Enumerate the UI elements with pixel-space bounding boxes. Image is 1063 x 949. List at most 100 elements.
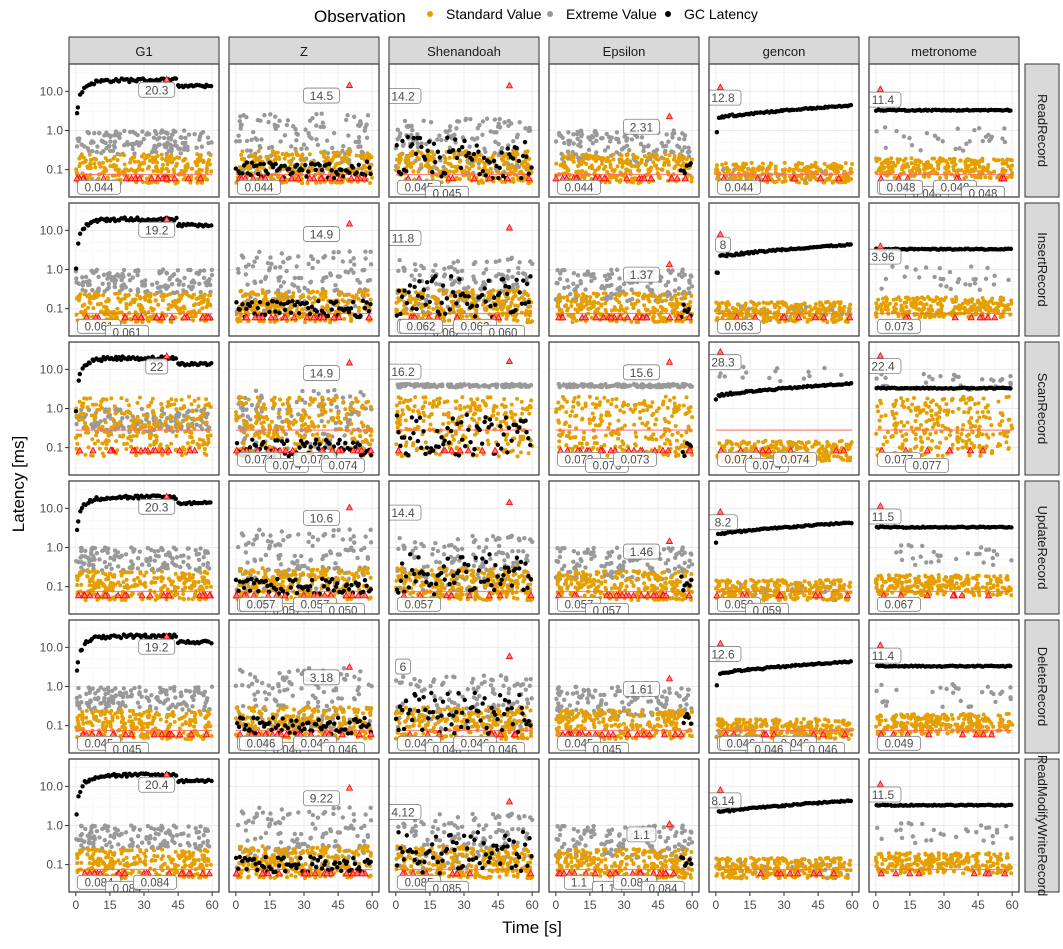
standard-point xyxy=(562,165,566,169)
extreme-point xyxy=(666,139,670,143)
gc-point xyxy=(454,301,458,305)
extreme-point xyxy=(402,269,406,273)
standard-point xyxy=(964,170,968,174)
extreme-point xyxy=(96,275,100,279)
standard-point xyxy=(629,320,633,324)
extreme-point xyxy=(182,276,186,280)
extreme-point xyxy=(517,260,521,264)
extreme-point xyxy=(157,142,161,146)
gc-point xyxy=(497,291,501,295)
standard-point xyxy=(514,294,518,298)
extreme-point xyxy=(554,139,558,143)
extreme-point xyxy=(471,274,475,278)
extreme-point xyxy=(344,270,348,274)
standard-point xyxy=(168,292,172,296)
standard-point xyxy=(647,170,651,174)
extreme-point xyxy=(625,144,629,148)
gc-point xyxy=(529,165,533,169)
standard-point xyxy=(976,162,980,166)
gc-point xyxy=(414,307,418,311)
standard-point xyxy=(101,293,105,297)
gc-point xyxy=(78,232,82,236)
gc-point xyxy=(419,145,423,149)
standard-point xyxy=(419,306,423,310)
standard-point xyxy=(427,305,431,309)
extreme-point xyxy=(97,131,101,135)
gc-point xyxy=(443,171,447,175)
extreme-point xyxy=(294,138,298,142)
standard-point xyxy=(241,294,245,298)
extreme-point xyxy=(562,286,566,290)
min-label: 0.048 xyxy=(969,188,998,200)
extreme-point xyxy=(182,128,186,132)
standard-point xyxy=(368,181,372,185)
standard-point xyxy=(325,303,329,307)
extreme-point xyxy=(475,136,479,140)
extreme-point xyxy=(75,144,79,148)
x-tick-label: 0 xyxy=(72,898,79,912)
gc-point xyxy=(448,307,452,311)
standard-point xyxy=(311,290,315,294)
x-tick-label: 0 xyxy=(232,898,239,912)
extreme-point xyxy=(609,283,613,287)
standard-point xyxy=(197,296,201,300)
standard-point xyxy=(986,163,990,167)
gc-point xyxy=(315,309,319,313)
standard-point xyxy=(417,157,421,161)
standard-point xyxy=(636,320,640,324)
extreme-point xyxy=(142,137,146,141)
standard-point xyxy=(430,295,434,299)
standard-point xyxy=(191,318,195,322)
extreme-point xyxy=(457,119,461,123)
standard-point xyxy=(850,162,854,166)
standard-point xyxy=(841,176,845,180)
extreme-point xyxy=(673,288,677,292)
extreme-point xyxy=(165,131,169,135)
standard-point xyxy=(338,290,342,294)
x-tick-label: 15 xyxy=(263,898,277,912)
standard-point xyxy=(257,149,261,153)
gc-point xyxy=(406,135,410,139)
standard-point xyxy=(427,163,431,167)
standard-point xyxy=(616,164,620,168)
y-tick-label: 0.1 xyxy=(46,580,63,594)
x-tick-label: 45 xyxy=(331,898,345,912)
standard-point xyxy=(959,158,963,162)
extreme-point xyxy=(325,138,329,142)
gc-point xyxy=(351,300,355,304)
extreme-point xyxy=(341,144,345,148)
standard-point xyxy=(333,154,337,158)
standard-point xyxy=(300,162,304,166)
x-tick-label: 30 xyxy=(777,898,791,912)
gc-point xyxy=(465,302,469,306)
extreme-point xyxy=(496,142,500,146)
standard-point xyxy=(983,175,987,179)
gc-point xyxy=(306,169,310,173)
standard-point xyxy=(123,169,127,173)
standard-point xyxy=(824,169,828,173)
gc-point xyxy=(501,277,505,281)
extreme-point xyxy=(666,268,670,272)
gc-point xyxy=(499,150,503,154)
extreme-point xyxy=(442,267,446,271)
gc-point xyxy=(334,300,338,304)
standard-point xyxy=(175,305,179,309)
gc-point xyxy=(425,280,429,284)
standard-point xyxy=(405,159,409,163)
standard-point xyxy=(689,294,693,298)
column-strip-label-5: metronome xyxy=(911,44,977,59)
standard-point xyxy=(585,294,589,298)
gc-point xyxy=(250,160,254,164)
extreme-point xyxy=(677,286,681,290)
extreme-point xyxy=(352,262,356,266)
standard-point xyxy=(569,300,573,304)
extreme-point xyxy=(412,278,416,282)
extreme-point xyxy=(397,258,401,262)
y-tick-label: 1.0 xyxy=(46,263,63,277)
extreme-point xyxy=(286,256,290,260)
standard-point xyxy=(685,157,689,161)
standard-point xyxy=(569,157,573,161)
extreme-point xyxy=(964,142,968,146)
extreme-point xyxy=(925,131,929,135)
